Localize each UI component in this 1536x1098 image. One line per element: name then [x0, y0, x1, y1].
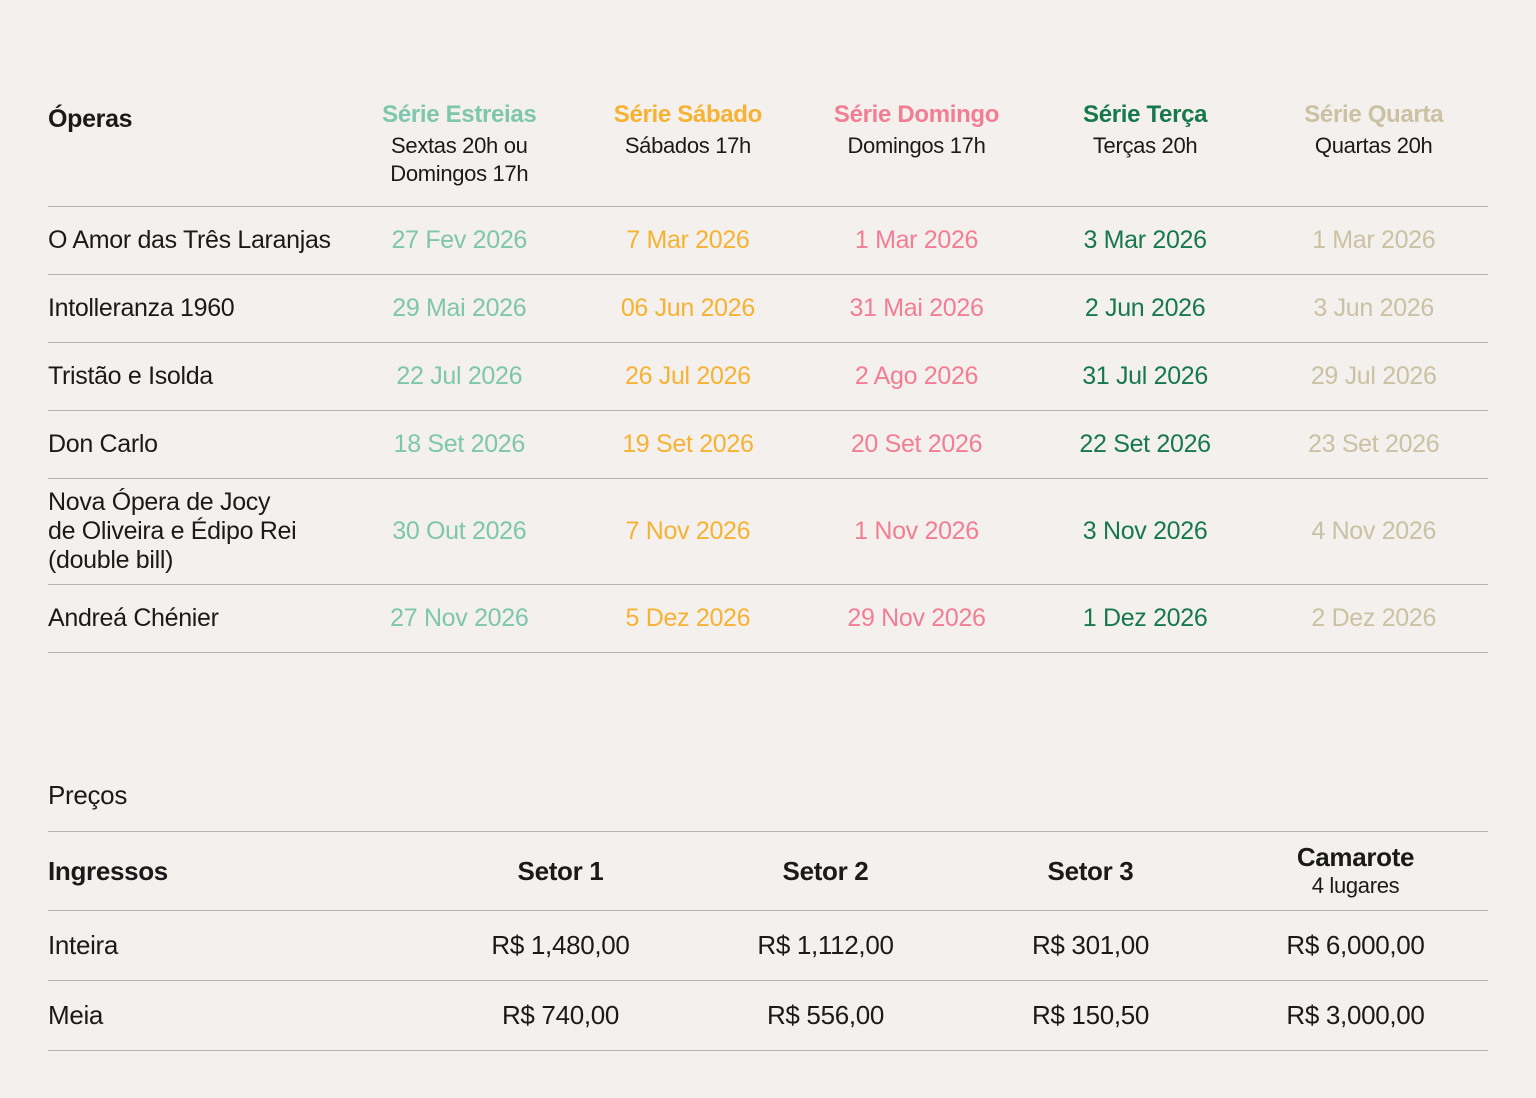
opera-title: Andreá Chénier — [48, 604, 219, 632]
date-cell: 4 Nov 2026 — [1311, 517, 1437, 545]
table-row: Meia R$ 740,00 R$ 556,00 R$ 150,50 R$ 3,… — [48, 981, 1488, 1051]
price-column-setor-3: Setor 3 — [958, 856, 1223, 886]
date-cell: 7 Mar 2026 — [626, 226, 750, 254]
price-value: R$ 1,480,00 — [491, 930, 630, 960]
series-header-terca: Série Terça Terças 20h — [1031, 100, 1260, 160]
date-cell: 1 Mar 2026 — [1312, 226, 1436, 254]
date-cell: 3 Mar 2026 — [1083, 226, 1207, 254]
price-column-name: Setor 1 — [517, 856, 604, 886]
price-column-subtitle: 4 lugares — [1311, 873, 1400, 898]
date-cell: 18 Set 2026 — [393, 430, 526, 458]
price-value: R$ 150,50 — [1031, 1000, 1150, 1030]
price-value: R$ 3,000,00 — [1286, 1000, 1425, 1030]
prices-heading: Preços — [48, 780, 127, 810]
series-header-sabado: Série Sábado Sábados 17h — [574, 100, 803, 160]
ticket-type-label: Inteira — [48, 930, 119, 960]
date-cell: 06 Jun 2026 — [620, 294, 755, 322]
table-row: Don Carlo 18 Set 2026 19 Set 2026 20 Set… — [48, 411, 1488, 479]
date-cell: 1 Dez 2026 — [1082, 604, 1208, 632]
price-value: R$ 556,00 — [766, 1000, 885, 1030]
table-row: O Amor das Três Laranjas 27 Fev 2026 7 M… — [48, 207, 1488, 275]
date-cell: 2 Jun 2026 — [1084, 294, 1206, 322]
date-cell: 23 Set 2026 — [1308, 430, 1440, 458]
date-cell: 5 Dez 2026 — [625, 604, 751, 632]
series-name: Série Quarta — [1304, 101, 1444, 128]
price-column-name: Camarote — [1296, 842, 1415, 872]
series-header-quarta: Série Quarta Quartas 20h — [1259, 100, 1488, 160]
price-value: R$ 301,00 — [1031, 930, 1150, 960]
date-cell: 26 Jul 2026 — [625, 362, 751, 390]
table-row: Intolleranza 1960 29 Mai 2026 06 Jun 202… — [48, 275, 1488, 343]
series-subtitle: Quartas 20h — [1314, 133, 1433, 158]
series-name: Série Terça — [1083, 101, 1208, 128]
series-subtitle: Sextas 20h ou Domingos 17h — [390, 133, 529, 186]
opera-schedule-table: Óperas Série Estreias Sextas 20h ou Domi… — [48, 100, 1488, 653]
date-cell: 30 Out 2026 — [392, 517, 527, 545]
prices-header-row: Ingressos Setor 1 Setor 2 Setor 3 Camaro… — [48, 831, 1488, 911]
table-row: Tristão e Isolda 22 Jul 2026 26 Jul 2026… — [48, 343, 1488, 411]
series-header-estreias: Série Estreias Sextas 20h ou Domingos 17… — [345, 100, 574, 188]
date-cell: 29 Jul 2026 — [1310, 362, 1437, 390]
series-subtitle: Terças 20h — [1092, 133, 1198, 158]
page: Óperas Série Estreias Sextas 20h ou Domi… — [48, 100, 1488, 1051]
table-row: Nova Ópera de Jocy de Oliveira e Édipo R… — [48, 479, 1488, 585]
series-name: Série Domingo — [833, 101, 1000, 128]
price-value: R$ 740,00 — [501, 1000, 620, 1030]
series-subtitle: Domingos 17h — [847, 133, 986, 158]
ingressos-column-header: Ingressos — [48, 855, 168, 886]
opera-title: Tristão e Isolda — [48, 362, 213, 390]
date-cell: 29 Mai 2026 — [392, 294, 527, 322]
price-column-camarote: Camarote 4 lugares — [1223, 842, 1488, 900]
date-cell: 31 Jul 2026 — [1082, 362, 1208, 390]
price-value: R$ 1,112,00 — [757, 930, 894, 960]
series-name: Série Sábado — [613, 101, 763, 128]
price-column-setor-2: Setor 2 — [693, 856, 958, 886]
ticket-type-label: Meia — [48, 1000, 104, 1030]
date-cell: 1 Nov 2026 — [854, 517, 979, 545]
table-row: Andreá Chénier 27 Nov 2026 5 Dez 2026 29… — [48, 585, 1488, 653]
price-column-name: Setor 2 — [782, 856, 869, 886]
opera-title: Nova Ópera de Jocy de Oliveira e Édipo R… — [48, 488, 297, 574]
date-cell: 22 Set 2026 — [1079, 430, 1211, 458]
date-cell: 27 Fev 2026 — [391, 226, 528, 254]
schedule-header-row: Óperas Série Estreias Sextas 20h ou Domi… — [48, 100, 1488, 207]
date-cell: 20 Set 2026 — [850, 430, 983, 458]
date-cell: 19 Set 2026 — [622, 430, 754, 458]
series-name: Série Estreias — [382, 101, 537, 128]
date-cell: 22 Jul 2026 — [396, 362, 523, 390]
series-subtitle: Sábados 17h — [624, 133, 751, 158]
date-cell: 31 Mai 2026 — [849, 294, 984, 322]
date-cell: 3 Nov 2026 — [1082, 517, 1208, 545]
price-value: R$ 6,000,00 — [1286, 930, 1425, 960]
operas-column-header: Óperas — [48, 105, 133, 133]
date-cell: 7 Nov 2026 — [625, 517, 751, 545]
opera-title: Intolleranza 1960 — [48, 294, 235, 322]
date-cell: 29 Nov 2026 — [847, 604, 986, 632]
opera-title: Don Carlo — [48, 430, 158, 458]
opera-title: O Amor das Três Laranjas — [48, 226, 331, 254]
price-column-setor-1: Setor 1 — [428, 856, 693, 886]
date-cell: 2 Dez 2026 — [1311, 604, 1437, 632]
price-column-name: Setor 3 — [1047, 856, 1134, 886]
date-cell: 2 Ago 2026 — [854, 362, 979, 390]
date-cell: 1 Mar 2026 — [854, 226, 979, 254]
table-row: Inteira R$ 1,480,00 R$ 1,112,00 R$ 301,0… — [48, 911, 1488, 981]
prices-table: Ingressos Setor 1 Setor 2 Setor 3 Camaro… — [48, 831, 1488, 1051]
series-header-domingo: Série Domingo Domingos 17h — [802, 100, 1031, 160]
date-cell: 3 Jun 2026 — [1313, 294, 1434, 322]
date-cell: 27 Nov 2026 — [390, 604, 529, 632]
